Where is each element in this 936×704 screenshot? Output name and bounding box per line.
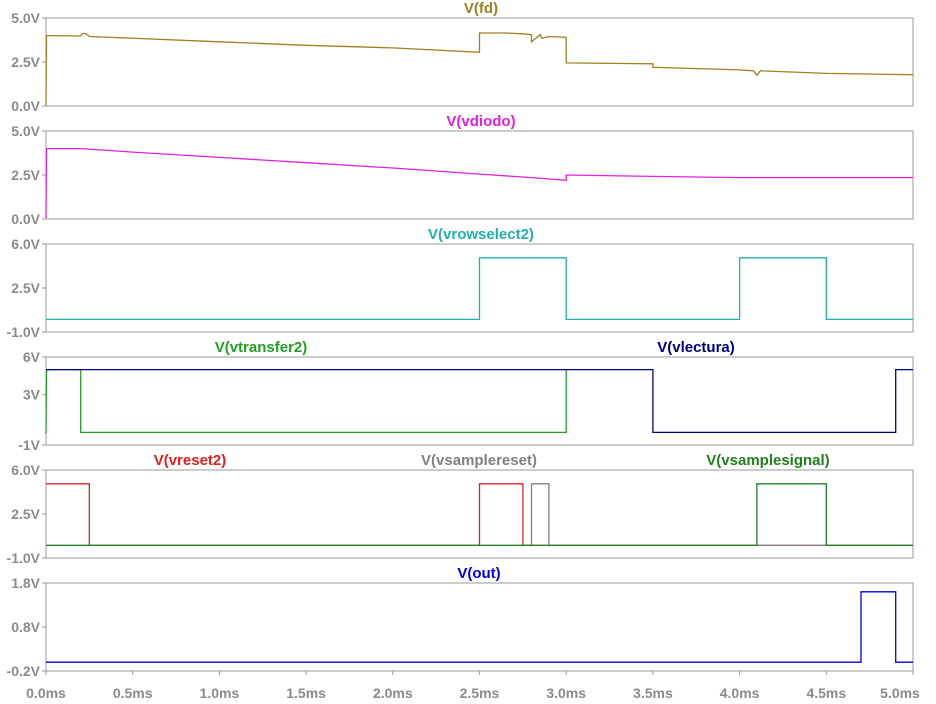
y-tick-label: -1.0V [7, 550, 41, 566]
y-tick-label: 6.0V [11, 236, 40, 252]
plot-panes: 5.0V 2.5V 0.0V V(fd) 5.0V 2.5V 0.0V V(vdiodo) 6.… [7, 0, 914, 679]
series-title: V(fd) [464, 0, 498, 17]
trace-v-vsamplesignal [46, 483, 913, 547]
series-title: V(vreset2) [154, 452, 227, 469]
trace-v-vlectura [46, 368, 913, 434]
y-tick-label: 0.0V [11, 98, 40, 114]
y-tick-label: 1.8V [11, 575, 40, 591]
y-tick-label: 6.0V [11, 462, 40, 478]
x-tick-label: 0.0ms [26, 685, 66, 701]
series-title: V(vlectura) [657, 339, 735, 356]
y-tick-label: 3V [23, 387, 41, 403]
pane-frame [45, 582, 914, 672]
series-title: V(vtransfer2) [215, 339, 308, 356]
x-tick-label: 4.0ms [720, 685, 760, 701]
x-tick-label: 5.0ms [880, 685, 920, 701]
y-tick-label: 5.0V [11, 10, 40, 26]
trace-v-vdiodo [45, 147, 913, 219]
series-title: V(out) [457, 565, 500, 582]
y-tick-label: 5.0V [11, 123, 40, 139]
pane-3: 6.0V 2.5V -1.0V V(vrowselect2) [7, 226, 914, 340]
y-tick-label: 6V [23, 349, 41, 365]
x-tick-label: 1.5ms [286, 685, 326, 701]
x-tick-label: 2.5ms [460, 685, 500, 701]
series-title: V(vsamplereset) [421, 452, 537, 469]
trace-v-out [46, 591, 913, 663]
y-tick-label: -1.0V [7, 324, 41, 340]
pane-frame [45, 17, 914, 107]
y-tick-label: -0.2V [7, 663, 41, 679]
y-tick-label: 0.8V [11, 619, 40, 635]
y-tick-label: 2.5V [11, 506, 40, 522]
pane-6: 1.8V 0.8V -0.2V V(out) [7, 565, 914, 679]
series-title: V(vrowselect2) [428, 226, 534, 243]
trace-v-vrowselect2 [46, 257, 913, 321]
x-tick-label: 4.5ms [806, 685, 846, 701]
y-tick-label: 2.5V [11, 280, 40, 296]
pane-1: 5.0V 2.5V 0.0V V(fd) [11, 0, 914, 114]
trace-v-vtransfer2 [45, 368, 567, 434]
x-tick-label: 2.0ms [373, 685, 413, 701]
series-title: V(vsamplesignal) [706, 452, 829, 469]
time-axis: 0.0ms 0.5ms 1.0ms 1.5ms 2.0ms 2.5ms 3.0ms 3.5ms… [26, 671, 920, 701]
y-tick-label: 2.5V [11, 167, 40, 183]
pane-4: 6V 3V -1V V(vtransfer2) V(vlectura) [18, 339, 914, 453]
x-tick-label: 3.0ms [546, 685, 586, 701]
pane-frame [45, 130, 914, 220]
pane-5: 6.0V 2.5V -1.0V V(vreset2) V(vsamplereset) V(… [7, 452, 914, 566]
y-tick-label: -1V [18, 437, 40, 453]
pane-2: 5.0V 2.5V 0.0V V(vdiodo) [11, 113, 914, 227]
x-tick-label: 3.5ms [633, 685, 673, 701]
y-tick-label: 2.5V [11, 54, 40, 70]
trace-v-fd [45, 32, 914, 106]
series-title: V(vdiodo) [446, 113, 515, 130]
trace-v-vreset2 [46, 483, 913, 547]
x-tick-label: 1.0ms [200, 685, 240, 701]
y-tick-label: 0.0V [11, 211, 40, 227]
pane-frame [45, 356, 914, 446]
x-tick-label: 0.5ms [113, 685, 153, 701]
